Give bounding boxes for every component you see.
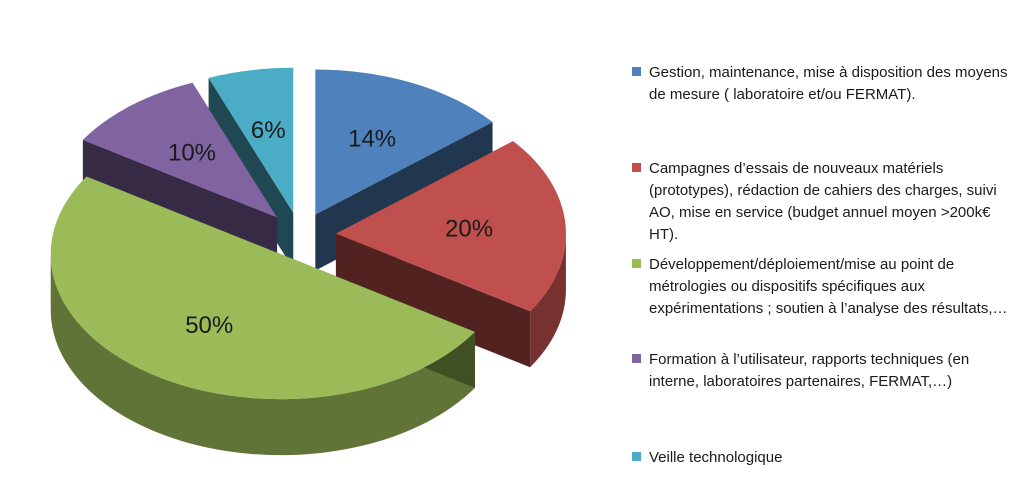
legend-label: Campagnes d’essais de nouveaux matériels… <box>649 160 997 243</box>
legend-item: Veille technologique <box>632 447 1012 469</box>
legend-item: Gestion, maintenance, mise à disposition… <box>632 62 1012 106</box>
legend-item: Développement/déploiement/mise au point … <box>632 254 1012 320</box>
legend-item: Campagnes d’essais de nouveaux matériels… <box>632 158 1012 246</box>
legend-swatch <box>632 354 641 363</box>
pie-chart-svg: 14% 20% 50% 10% 6% <box>50 67 566 456</box>
pie-slice <box>335 141 566 312</box>
pie-slice-side <box>50 254 475 456</box>
legend-swatch <box>632 259 641 268</box>
slice-data-label: 20% <box>445 215 493 242</box>
legend-swatch <box>632 67 641 76</box>
slice-data-label: 10% <box>168 140 216 167</box>
pie-slice-wall <box>335 233 531 368</box>
legend-label: Veille technologique <box>649 449 783 466</box>
legend-label: Développement/déploiement/mise au point … <box>649 256 1008 317</box>
slice-data-label: 50% <box>185 312 233 339</box>
pie-slice <box>315 69 493 215</box>
pie-slice <box>50 176 475 400</box>
slice-data-label: 14% <box>348 125 396 152</box>
pie-slice-side <box>530 233 566 368</box>
pie-chart: 14% 20% 50% 10% 6% <box>50 67 566 456</box>
legend-label: Formation à l’utilisateur, rapports tech… <box>649 351 970 390</box>
pie-slice <box>208 67 294 213</box>
legend-swatch <box>632 452 641 461</box>
slice-data-label: 6% <box>251 117 286 144</box>
legend-label: Gestion, maintenance, mise à disposition… <box>649 64 1008 103</box>
legend-item: Formation à l’utilisateur, rapports tech… <box>632 349 1012 393</box>
pie-slice <box>82 82 278 218</box>
legend-swatch <box>632 163 641 172</box>
